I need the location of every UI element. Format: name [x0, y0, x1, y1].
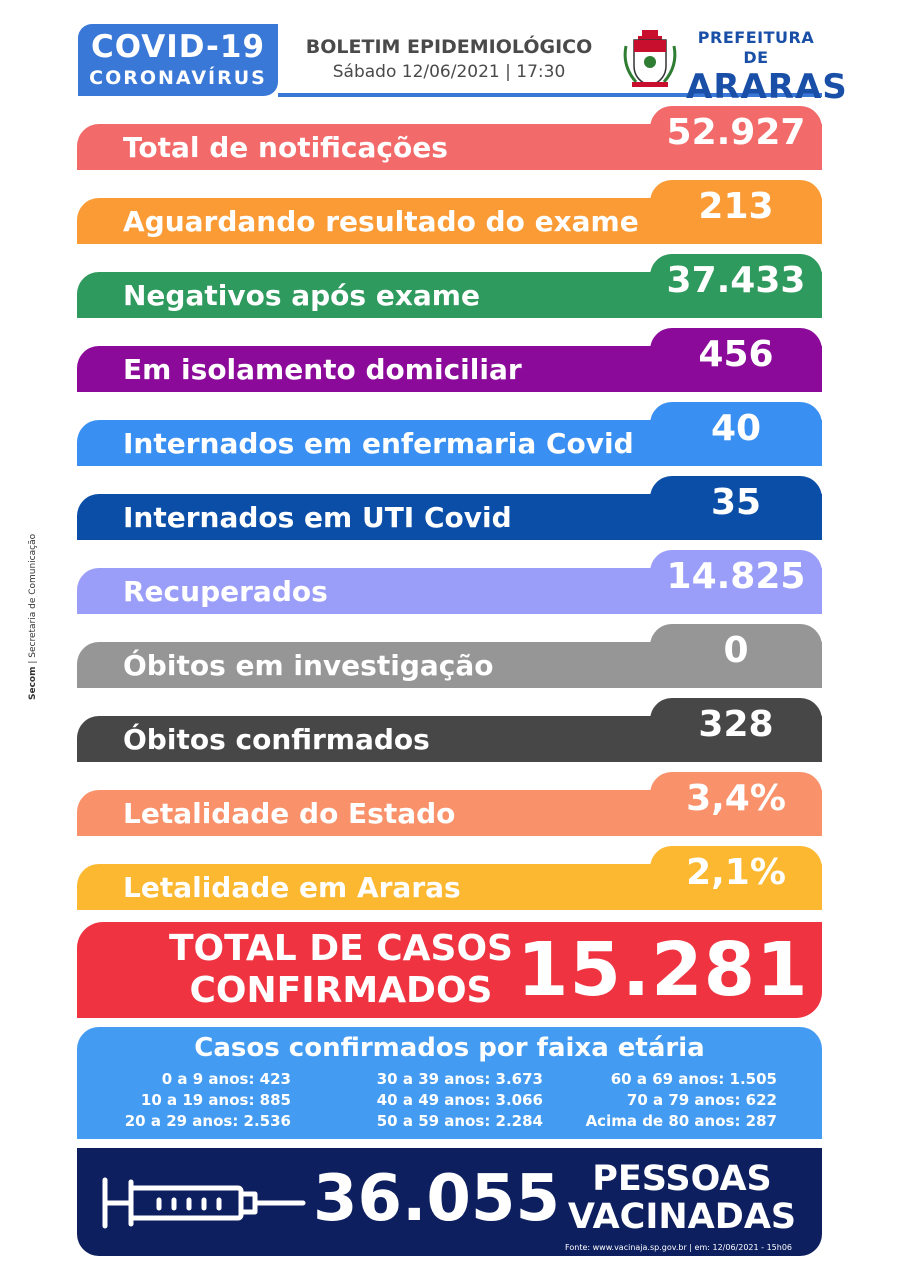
stat-value: 40 — [710, 408, 762, 449]
vaccinated-label-line2: VACINADAS — [567, 1197, 797, 1237]
stat-label: Negativos após exame — [123, 279, 480, 312]
badge-title: COVID-19 — [90, 29, 266, 65]
total-confirmed-value: 15.281 — [517, 927, 809, 1013]
age-column-2: 30 a 39 anos: 3.673 40 a 49 anos: 3.066 … — [327, 1069, 543, 1132]
age-row: 30 a 39 anos: 3.673 — [376, 1070, 543, 1088]
stat-value: 37.433 — [666, 260, 806, 301]
stat-value-tab — [650, 624, 822, 688]
stat-label: Óbitos confirmados — [123, 723, 430, 756]
stat-row: Letalidade do Estado 3,4% — [77, 772, 822, 836]
age-row: 50 a 59 anos: 2.284 — [376, 1112, 543, 1130]
stat-label: Óbitos em investigação — [123, 649, 494, 682]
vaccinated-value: 36.055 — [313, 1162, 560, 1236]
header-divider — [278, 93, 822, 97]
stat-row: Aguardando resultado do exame 213 — [77, 180, 822, 244]
badge-subtitle: CORONAVÍRUS — [89, 67, 267, 89]
stat-value-tab — [650, 772, 822, 836]
age-row: 10 a 19 anos: 885 — [140, 1091, 291, 1109]
stat-row: Em isolamento domiciliar 456 — [77, 328, 822, 392]
covid-badge: COVID-19 CORONAVÍRUS — [78, 24, 278, 96]
bulletin-header: BOLETIM EPIDEMIOLÓGICO Sábado 12/06/2021… — [290, 34, 608, 84]
prefeitura-line1: PREFEITURA DE — [697, 28, 815, 67]
stat-value: 2,1% — [686, 852, 786, 893]
stat-label: Internados em enfermaria Covid — [123, 427, 634, 460]
stat-value-tab — [650, 698, 822, 762]
stat-label: Em isolamento domiciliar — [123, 353, 522, 386]
age-row: 60 a 69 anos: 1.505 — [610, 1070, 777, 1088]
age-row: 40 a 49 anos: 3.066 — [376, 1091, 543, 1109]
stat-row: Total de notificações 52.927 — [77, 106, 822, 170]
bulletin-date: Sábado 12/06/2021 | 17:30 — [332, 62, 566, 82]
age-column-1: 0 a 9 anos: 423 10 a 19 anos: 885 20 a 2… — [115, 1069, 291, 1132]
stat-row: Óbitos em investigação 0 — [77, 624, 822, 688]
stat-row: Óbitos confirmados 328 — [77, 698, 822, 762]
stat-label: Letalidade em Araras — [123, 871, 461, 904]
age-row: 0 a 9 anos: 423 — [161, 1070, 291, 1088]
syringe-icon — [102, 1177, 306, 1229]
stat-row: Internados em UTI Covid 35 — [77, 476, 822, 540]
stat-value-tab — [650, 254, 822, 318]
vaccination-source: Fonte: www.vacinaja.sp.gov.br | em: 12/0… — [565, 1243, 792, 1252]
side-credit-org: Secom — [28, 666, 38, 700]
stat-value: 213 — [698, 186, 774, 227]
stat-row: Internados em enfermaria Covid 40 — [77, 402, 822, 466]
stat-value-tab — [650, 106, 822, 170]
total-label-line1: TOTAL DE CASOS — [168, 928, 513, 969]
age-column-3: 60 a 69 anos: 1.505 70 a 79 anos: 622 Ac… — [557, 1069, 777, 1132]
vaccinated-label-line1: PESSOAS — [592, 1159, 772, 1199]
age-groups-title: Casos confirmados por faixa etária — [194, 1033, 705, 1063]
stat-label: Letalidade do Estado — [123, 797, 456, 830]
stat-value: 0 — [723, 630, 749, 671]
stat-value: 52.927 — [666, 112, 806, 153]
total-confirmed-label: TOTAL DE CASOS CONFIRMADOS — [161, 928, 521, 1012]
araras-crest-icon — [623, 30, 677, 87]
stat-value: 3,4% — [686, 778, 786, 819]
prefeitura-logo: PREFEITURA DE ARARAS — [686, 28, 848, 107]
stat-value-tab — [650, 846, 822, 910]
stat-value: 328 — [698, 704, 774, 745]
side-credit-dept: Secretaria de Comunicação — [28, 533, 38, 658]
age-row: Acima de 80 anos: 287 — [585, 1112, 777, 1130]
bulletin-title: BOLETIM EPIDEMIOLÓGICO — [305, 36, 593, 58]
stat-row: Recuperados 14.825 — [77, 550, 822, 614]
vaccinated-label: PESSOAS VACINADAS — [561, 1160, 803, 1236]
stat-value-tab — [650, 476, 822, 540]
stat-value-tab — [650, 180, 822, 244]
age-groups-panel: Casos confirmados por faixa etária 0 a 9… — [77, 1027, 822, 1139]
total-confirmed-panel: TOTAL DE CASOS CONFIRMADOS 15.281 — [77, 922, 822, 1018]
stat-label: Total de notificações — [123, 131, 448, 164]
prefeitura-line2: ARARAS — [686, 67, 848, 107]
stat-label: Recuperados — [123, 575, 328, 608]
total-label-line2: CONFIRMADOS — [189, 970, 493, 1011]
stat-label: Aguardando resultado do exame — [123, 205, 639, 238]
stat-value: 14.825 — [666, 556, 806, 597]
stat-row: Negativos após exame 37.433 — [77, 254, 822, 318]
stat-value-tab — [650, 402, 822, 466]
stat-value: 35 — [710, 482, 762, 523]
stat-value-tab — [650, 550, 822, 614]
vaccinated-panel: 36.055 PESSOAS VACINADAS Fonte: www.vaci… — [77, 1148, 822, 1256]
stat-label: Internados em UTI Covid — [123, 501, 512, 534]
age-row: 70 a 79 anos: 622 — [626, 1091, 777, 1109]
stat-value: 456 — [698, 334, 774, 375]
side-credit: Secom | Secretaria de Comunicação — [28, 533, 38, 700]
age-row: 20 a 29 anos: 2.536 — [124, 1112, 291, 1130]
stat-row: Letalidade em Araras 2,1% — [77, 846, 822, 910]
stat-value-tab — [650, 328, 822, 392]
